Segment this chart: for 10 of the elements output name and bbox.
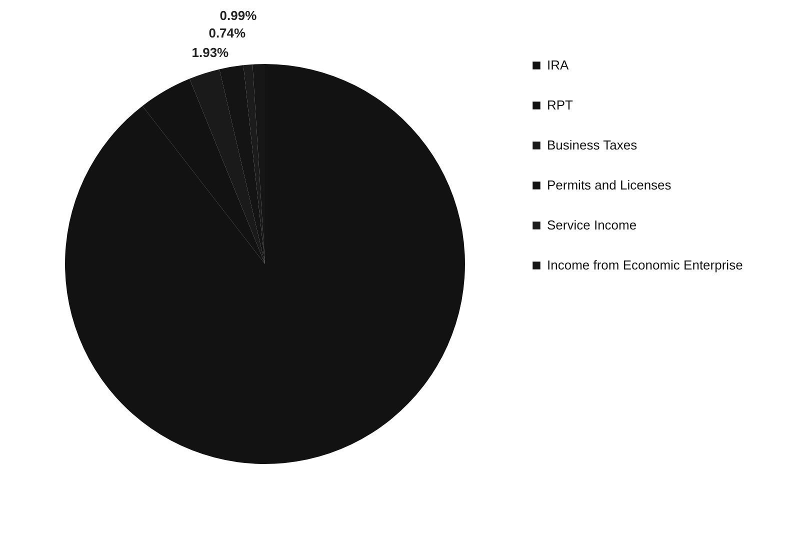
legend-label: Service Income: [547, 218, 637, 232]
legend-label: RPT: [547, 98, 574, 112]
pie-slice: [65, 64, 465, 464]
legend-label: Income from Economic Enterprise: [547, 258, 743, 272]
data-label: 0.74%: [208, 26, 246, 41]
legend-label: Business Taxes: [547, 138, 638, 152]
legend-label: IRA: [547, 58, 569, 72]
data-label: 1.93%: [192, 44, 230, 60]
data-label: 0.99%: [220, 8, 258, 24]
legend-label: Permits and Licenses: [547, 178, 672, 192]
